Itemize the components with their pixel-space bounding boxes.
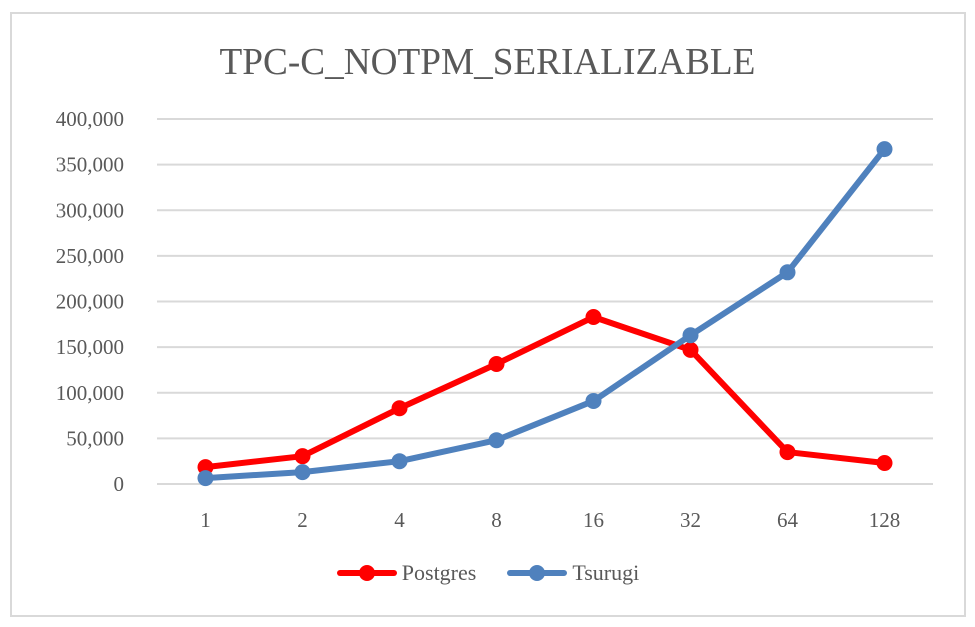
data-point-marker[interactable]	[197, 470, 214, 487]
y-tick-label: 150,000	[56, 335, 124, 359]
data-point-marker[interactable]	[294, 464, 311, 481]
y-tick-label: 200,000	[56, 290, 124, 314]
data-point-marker[interactable]	[779, 264, 796, 281]
data-point-marker[interactable]	[391, 400, 408, 417]
data-point-marker[interactable]	[585, 309, 602, 326]
legend-item-tsurugi[interactable]: Tsurugi	[506, 560, 639, 586]
y-tick-label: 400,000	[56, 107, 124, 131]
x-tick-label: 16	[583, 508, 604, 532]
series-tsurugi	[197, 141, 893, 487]
series-lines	[197, 141, 893, 487]
data-point-marker[interactable]	[876, 455, 893, 472]
x-tick-label: 8	[491, 508, 502, 532]
y-tick-label: 100,000	[56, 381, 124, 405]
data-point-marker[interactable]	[585, 392, 602, 409]
data-point-marker[interactable]	[682, 327, 699, 344]
data-point-marker[interactable]	[488, 356, 505, 373]
data-point-marker[interactable]	[488, 432, 505, 449]
legend-label-tsurugi: Tsurugi	[572, 560, 640, 585]
x-tick-label: 2	[297, 508, 308, 532]
data-point-marker[interactable]	[197, 459, 214, 476]
data-point-marker[interactable]	[391, 453, 408, 470]
tsurugi-line-marker-icon	[507, 565, 568, 581]
y-axis-ticks: 0 50,000 100,000 150,000 200,000 250,000 300,0…	[56, 107, 124, 496]
series-postgres	[197, 309, 893, 476]
x-tick-label: 1	[200, 508, 211, 532]
x-tick-label: 64	[777, 508, 799, 532]
postgres-line-marker-icon	[336, 565, 397, 581]
legend-item-postgres[interactable]: Postgres	[336, 560, 477, 586]
x-tick-label: 32	[680, 508, 701, 532]
gridlines	[157, 118, 933, 485]
y-tick-label: 0	[114, 472, 125, 496]
legend-label-postgres: Postgres	[401, 560, 477, 585]
legend: Postgres Tsurugi	[0, 560, 975, 586]
data-point-marker[interactable]	[294, 448, 311, 465]
y-tick-label: 250,000	[56, 244, 124, 268]
chart-title: TPC-C_NOTPM_SERIALIZABLE	[219, 41, 756, 83]
data-point-marker[interactable]	[682, 341, 699, 358]
series-line	[202, 314, 888, 471]
data-point-marker[interactable]	[779, 444, 796, 461]
y-tick-label: 50,000	[66, 426, 124, 450]
x-axis-ticks: 1 2 4 8 16 32 64 128	[200, 508, 900, 532]
y-tick-label: 300,000	[56, 198, 124, 222]
x-tick-label: 4	[394, 508, 405, 532]
x-tick-label: 128	[869, 508, 901, 532]
chart-frame	[10, 12, 966, 617]
data-point-marker[interactable]	[876, 141, 893, 158]
series-line	[202, 146, 888, 482]
y-tick-label: 350,000	[56, 153, 124, 177]
